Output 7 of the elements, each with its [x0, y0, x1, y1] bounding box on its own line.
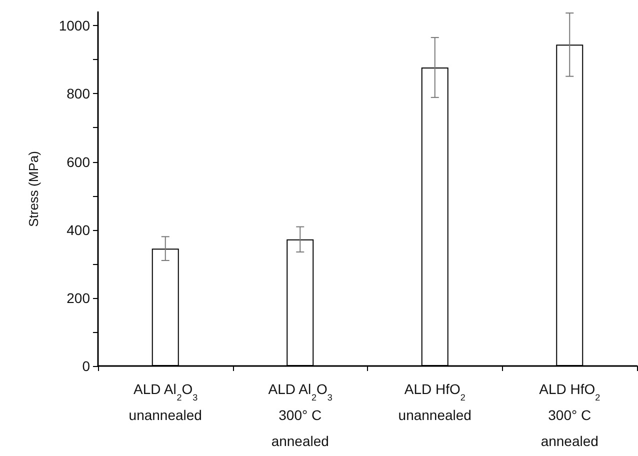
y-tick-label: 200 [66, 290, 90, 306]
y-tick-label: 0 [82, 358, 90, 374]
y-tick-label: 600 [66, 154, 90, 170]
y-tick-label: 400 [66, 222, 90, 238]
y-tick-label: 1000 [58, 18, 90, 34]
y-axis-title: Stress (MPa) [26, 151, 41, 227]
y-tick-label: 800 [66, 86, 90, 102]
